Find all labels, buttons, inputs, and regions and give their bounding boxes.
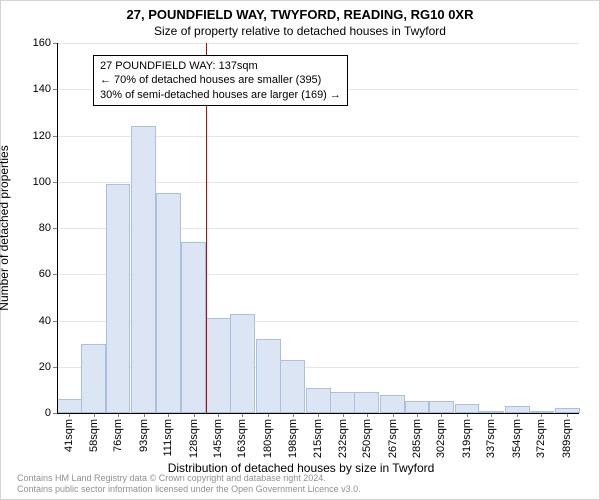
histogram-bar xyxy=(206,318,231,413)
ytick-label: 20 xyxy=(21,361,51,373)
footer-line-2: Contains public sector information licen… xyxy=(17,484,361,495)
annotation-line-2: ← 70% of detached houses are smaller (39… xyxy=(100,73,341,87)
xtick-label: 267sqm xyxy=(387,419,399,458)
xtick-label: 354sqm xyxy=(511,419,523,458)
footer-line-1: Contains HM Land Registry data © Crown c… xyxy=(17,473,361,484)
histogram-bar xyxy=(57,399,82,413)
chart-subtitle: Size of property relative to detached ho… xyxy=(1,24,599,38)
xtick-label: 372sqm xyxy=(535,419,547,458)
xtick-label: 337sqm xyxy=(485,419,497,458)
histogram-bar xyxy=(380,395,405,414)
histogram-bar xyxy=(455,404,480,413)
chart-title: 27, POUNDFIELD WAY, TWYFORD, READING, RG… xyxy=(1,7,599,22)
ytick-label: 60 xyxy=(21,268,51,280)
histogram-bar xyxy=(106,184,131,413)
xtick-label: 319sqm xyxy=(461,419,473,458)
plot-wrap: 02040608010012014016041sqm58sqm76sqm93sq… xyxy=(57,43,579,413)
ytick-label: 160 xyxy=(21,37,51,49)
histogram-bar xyxy=(256,339,281,413)
histogram-bar xyxy=(181,242,206,413)
histogram-bar xyxy=(429,401,454,413)
xtick-label: 145sqm xyxy=(212,419,224,458)
histogram-bar xyxy=(156,193,181,413)
y-axis-line xyxy=(57,43,58,413)
histogram-bar xyxy=(230,314,255,413)
annotation-box: 27 POUNDFIELD WAY: 137sqm ← 70% of detac… xyxy=(93,55,348,106)
xtick-label: 180sqm xyxy=(262,419,274,458)
xtick-label: 93sqm xyxy=(138,419,150,452)
ytick-label: 80 xyxy=(21,222,51,234)
xtick-label: 128sqm xyxy=(188,419,200,458)
xtick-label: 232sqm xyxy=(337,419,349,458)
xtick-label: 58sqm xyxy=(88,419,100,452)
annotation-line-1: 27 POUNDFIELD WAY: 137sqm xyxy=(100,59,341,73)
histogram-bar xyxy=(81,344,106,413)
ytick-label: 100 xyxy=(21,176,51,188)
x-axis-line xyxy=(57,413,579,414)
gridline xyxy=(57,43,579,44)
xtick-label: 389sqm xyxy=(561,419,573,458)
ytick-label: 40 xyxy=(21,315,51,327)
xtick-label: 250sqm xyxy=(361,419,373,458)
histogram-bar xyxy=(131,126,156,413)
footer: Contains HM Land Registry data © Crown c… xyxy=(17,473,361,495)
annotation-line-3: 30% of semi-detached houses are larger (… xyxy=(100,88,341,102)
xtick-label: 198sqm xyxy=(287,419,299,458)
xtick-label: 163sqm xyxy=(236,419,248,458)
xtick-label: 302sqm xyxy=(435,419,447,458)
histogram-bar xyxy=(354,392,379,413)
ytick-label: 140 xyxy=(21,83,51,95)
histogram-bar xyxy=(330,392,355,413)
y-axis-title: Number of detached properties xyxy=(0,145,11,310)
xtick-label: 111sqm xyxy=(162,419,174,457)
histogram-bar xyxy=(505,406,530,413)
histogram-bar xyxy=(405,401,430,413)
xtick-label: 215sqm xyxy=(312,419,324,458)
histogram-bar xyxy=(306,388,331,413)
xtick-label: 285sqm xyxy=(411,419,423,458)
xtick-label: 41sqm xyxy=(63,419,75,452)
ytick-label: 0 xyxy=(21,407,51,419)
chart-container: 27, POUNDFIELD WAY, TWYFORD, READING, RG… xyxy=(0,0,600,500)
xtick-label: 76sqm xyxy=(112,419,124,452)
ytick-label: 120 xyxy=(21,130,51,142)
histogram-bar xyxy=(280,360,305,413)
